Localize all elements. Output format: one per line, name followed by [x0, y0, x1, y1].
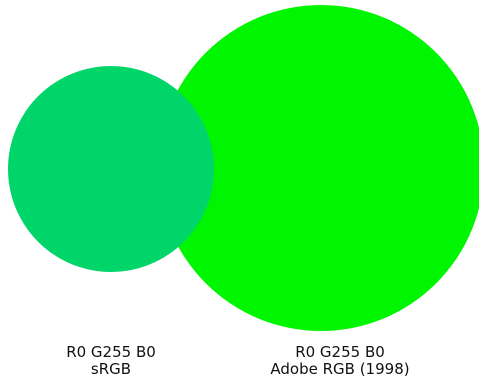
adobe-rgb-value: R0 G255 B0 — [295, 343, 385, 361]
srgb-green-circle — [8, 66, 214, 272]
srgb-color-space-name: sRGB — [90, 360, 132, 378]
adobe-rgb-color-space-name: Adobe RGB (1998) — [270, 360, 410, 378]
srgb-rgb-value: R0 G255 B0 — [66, 343, 156, 361]
adobe-rgb-caption: R0 G255 B0 Adobe RGB (1998) — [225, 344, 455, 378]
srgb-caption: R0 G255 B0 sRGB — [36, 344, 186, 378]
